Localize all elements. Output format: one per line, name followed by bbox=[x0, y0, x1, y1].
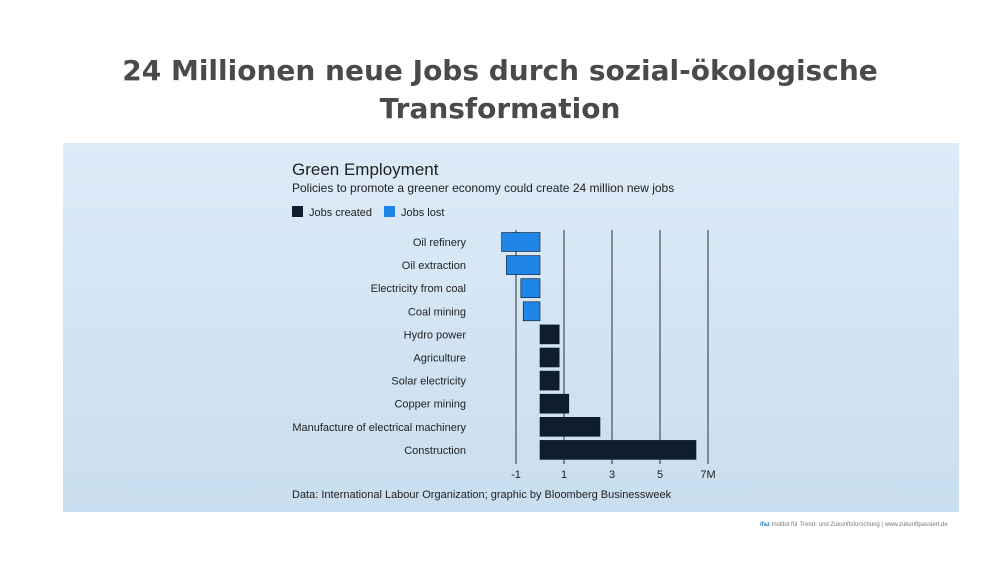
category-label-0: Oil refinery bbox=[413, 237, 467, 249]
x-tick-label-1: 1 bbox=[561, 469, 567, 481]
bar-oil-refinery bbox=[501, 232, 541, 252]
footer: ifaz Institut für Trend- und Zukunftsfor… bbox=[760, 522, 948, 528]
bar-construction bbox=[539, 440, 697, 460]
legend-swatch-jobs-lost bbox=[384, 206, 395, 217]
legend-label-jobs-lost: Jobs lost bbox=[401, 207, 444, 219]
green-employment-chart: Green Employment Policies to promote a g… bbox=[292, 160, 716, 501]
category-label-5: Agriculture bbox=[413, 353, 466, 365]
slide-title: 24 Millionen neue Jobs durch sozial-ökol… bbox=[0, 52, 1000, 128]
bar-coal-mining bbox=[522, 301, 541, 322]
bar-electricity-from-coal bbox=[520, 278, 541, 298]
x-tick-labels: -1 1 3 5 7M bbox=[511, 469, 716, 481]
category-label-8: Manufacture of electrical machinery bbox=[292, 422, 466, 434]
bar-copper-mining bbox=[539, 393, 570, 414]
chart-source: Data: International Labour Organization;… bbox=[292, 489, 672, 501]
x-tick-label-4: 7M bbox=[700, 469, 715, 481]
chart-panel: Green Employment Policies to promote a g… bbox=[63, 143, 959, 512]
x-tick-label-0: -1 bbox=[511, 469, 521, 481]
footer-brand-logo: ifaz bbox=[760, 522, 771, 528]
bar-hydro-power bbox=[539, 324, 560, 345]
bar-agriculture bbox=[539, 347, 560, 368]
bar-manufacture-of-electrical-machinery bbox=[539, 416, 601, 437]
category-label-1: Oil extraction bbox=[402, 260, 466, 272]
x-tick-label-2: 3 bbox=[609, 469, 615, 481]
x-tick-label-3: 5 bbox=[657, 469, 663, 481]
bar-oil-extraction bbox=[506, 255, 541, 275]
legend-label-jobs-created: Jobs created bbox=[309, 207, 372, 219]
category-label-3: Coal mining bbox=[408, 306, 466, 318]
bar-solar-electricity bbox=[539, 370, 560, 391]
category-label-6: Solar electricity bbox=[391, 376, 466, 388]
footer-text: Institut für Trend- und Zukunftsforschun… bbox=[771, 522, 948, 528]
legend-swatch-jobs-created bbox=[292, 206, 303, 217]
slide-title-line-1: 24 Millionen neue Jobs durch sozial-ökol… bbox=[122, 54, 878, 87]
category-label-2: Electricity from coal bbox=[371, 283, 466, 295]
chart-subtitle: Policies to promote a greener economy co… bbox=[292, 181, 674, 195]
category-labels: Oil refinery Oil extraction Electricity fr… bbox=[292, 237, 466, 457]
slide-title-line-2: Transformation bbox=[379, 92, 621, 125]
category-label-9: Construction bbox=[404, 445, 466, 457]
chart-title: Green Employment bbox=[292, 160, 439, 179]
category-label-4: Hydro power bbox=[404, 329, 467, 341]
bars bbox=[501, 232, 697, 460]
category-label-7: Copper mining bbox=[394, 399, 466, 411]
legend: Jobs created Jobs lost bbox=[292, 206, 444, 219]
